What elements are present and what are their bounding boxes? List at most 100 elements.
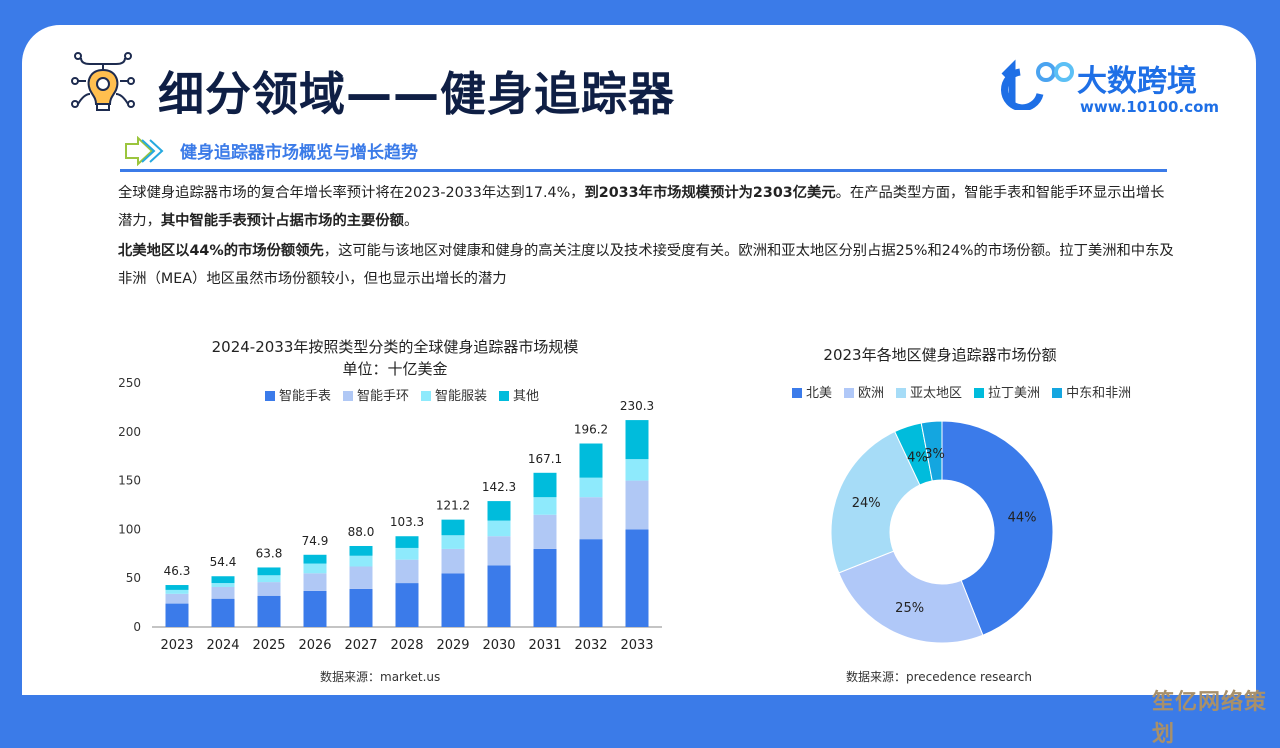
x-tick-label: 2031: [528, 638, 561, 653]
total-label: 46.3: [164, 564, 191, 578]
pie-chart-legend: 北美 欧洲 亚太地区 拉丁美洲 中东和非洲: [792, 382, 1131, 401]
logo-text: 大数跨境: [1077, 64, 1197, 99]
legend-item: 智能服装: [421, 385, 487, 404]
total-label: 167.1: [528, 452, 562, 466]
y-tick-label: 50: [126, 571, 141, 585]
legend-swatch: [896, 388, 907, 398]
bar-segment: [257, 567, 281, 576]
paragraph-text: ，这可能与该地区对健康和健身的高关注度以及技术接受度有关。欧洲和亚太地区分别占据…: [118, 243, 1174, 287]
bar-segment: [165, 585, 189, 590]
summary-paragraph-2: 北美地区以44%的市场份额领先，这可能与该地区对健康和健身的高关注度以及技术接受…: [118, 237, 1178, 293]
bar-segment: [579, 477, 603, 498]
legend-item: 其他: [499, 385, 539, 404]
total-label: 88.0: [348, 525, 375, 539]
bar-segment: [349, 566, 373, 589]
bar-chart-title: 2024-2033年按照类型分类的全球健身追踪器市场规模: [211, 338, 579, 356]
y-tick-label: 250: [118, 376, 141, 390]
legend-label: 智能手表: [279, 389, 332, 404]
slice-label: 25%: [895, 601, 924, 616]
page-title: 细分领域——健身追踪器: [158, 67, 675, 121]
bar-segment: [165, 593, 189, 604]
legend-label: 拉丁美洲: [988, 386, 1041, 401]
bar-segment: [349, 545, 373, 556]
bar-segment: [303, 590, 327, 627]
pie-chart-title: 2023年各地区健身追踪器市场份额: [823, 346, 1057, 364]
bar-segment: [625, 459, 649, 481]
bar-segment: [349, 555, 373, 567]
legend-item: 欧洲: [844, 382, 884, 401]
bar-segment: [303, 563, 327, 574]
legend-swatch: [844, 388, 855, 398]
total-label: 230.3: [620, 399, 654, 413]
x-tick-label: 2027: [344, 638, 377, 653]
bar-segment: [441, 519, 465, 536]
legend-label: 亚太地区: [910, 386, 963, 401]
y-tick-label: 100: [118, 522, 141, 536]
y-tick-label: 150: [118, 474, 141, 488]
bar-segment: [487, 520, 511, 537]
bar-segment: [533, 497, 557, 515]
x-tick-label: 2032: [574, 638, 607, 653]
watermark: 笙亿网络策划: [1152, 690, 1268, 747]
bar-segment: [441, 548, 465, 574]
legend-label: 其他: [513, 389, 540, 404]
legend-item: 智能手环: [343, 385, 409, 404]
x-tick-label: 2029: [436, 638, 469, 653]
section-divider: [120, 169, 1167, 172]
highlight-text: 到2033年市场规模预计为2303亿美元: [584, 185, 836, 201]
summary-paragraph-1: 全球健身追踪器市场的复合年增长率预计将在2023-2033年达到17.4%，到2…: [118, 179, 1178, 235]
bar-segment: [625, 480, 649, 530]
bar-segment: [257, 582, 281, 596]
bar-segment: [625, 420, 649, 460]
bar-chart-unit: 单位：十亿美金: [342, 360, 448, 378]
bar-segment: [487, 536, 511, 566]
bar-segment: [257, 575, 281, 583]
slice-label: 44%: [1008, 511, 1037, 526]
bar-segment: [533, 472, 557, 498]
legend-item: 拉丁美洲: [974, 382, 1040, 401]
bar-segment: [533, 514, 557, 549]
legend-item: 中东和非洲: [1052, 382, 1131, 401]
bar-chart-legend: 智能手表 智能手环 智能服装 其他: [265, 385, 539, 404]
paragraph-text: 。: [403, 213, 419, 229]
lightbulb-icon: [71, 52, 135, 111]
bar-segment: [211, 598, 235, 627]
section-subtitle: 健身追踪器市场概览与增长趋势: [180, 143, 418, 163]
x-tick-label: 2025: [252, 638, 285, 653]
bar-segment: [441, 573, 465, 627]
legend-swatch: [1052, 388, 1063, 398]
bar-segment: [211, 576, 235, 584]
x-tick-label: 2026: [298, 638, 331, 653]
legend-item: 北美: [792, 382, 832, 401]
total-label: 74.9: [302, 534, 329, 548]
legend-swatch: [974, 388, 985, 398]
bar-segment: [487, 501, 511, 521]
double-arrow-icon: [125, 136, 164, 166]
y-tick-label: 200: [118, 425, 141, 439]
legend-item: 智能手表: [265, 385, 331, 404]
bar-chart-source: 数据来源：market.us: [320, 670, 441, 684]
legend-swatch: [265, 391, 275, 401]
paragraph-text: 。在产品类型方面，智能手表和智能手环显示出增长潜力，: [118, 185, 1165, 229]
bar-segment: [395, 547, 419, 560]
legend-swatch: [421, 391, 432, 401]
legend-label: 欧洲: [858, 386, 885, 401]
pie-slice: [920, 420, 943, 482]
total-label: 54.4: [210, 555, 237, 569]
legend-swatch: [343, 391, 354, 401]
bar-segment: [395, 559, 419, 584]
bar-segment: [625, 529, 649, 627]
logo-mark: [1001, 59, 1074, 110]
legend-swatch: [792, 388, 802, 398]
total-label: 121.2: [436, 499, 470, 513]
legend-swatch: [499, 391, 510, 401]
bar-segment: [533, 548, 557, 627]
pie-slice: [941, 420, 1054, 636]
legend-item: 亚太地区: [896, 382, 962, 401]
y-tick-label: 0: [133, 620, 141, 634]
legend-label: 智能手环: [357, 389, 410, 404]
bar-segment: [395, 583, 419, 627]
bar-segment: [257, 595, 281, 627]
slice-label: 3%: [924, 447, 945, 462]
legend-label: 智能服装: [435, 389, 488, 404]
